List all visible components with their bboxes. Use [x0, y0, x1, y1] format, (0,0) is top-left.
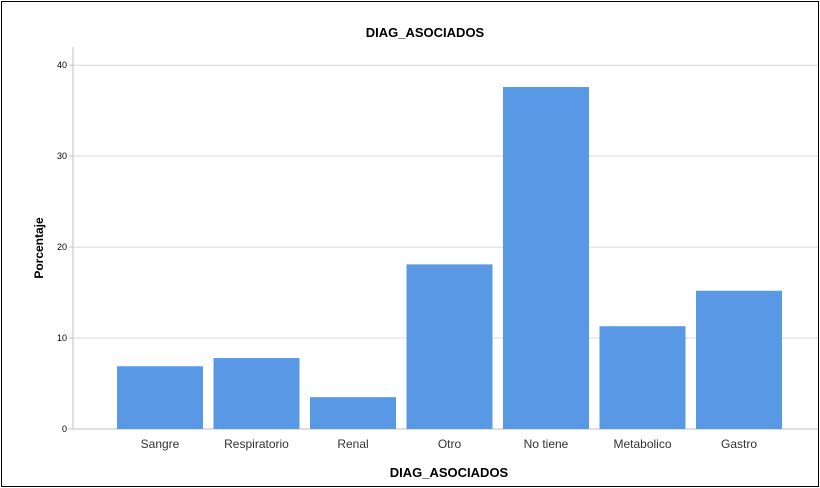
bar	[503, 87, 589, 430]
bar	[117, 366, 203, 429]
bars-layer	[117, 87, 782, 430]
y-tick-label: 20	[57, 242, 67, 252]
chart-title: DIAG_ASOCIADOS	[366, 25, 485, 40]
x-tick-label: Metabolico	[613, 437, 671, 451]
y-tick-label: 0	[62, 424, 67, 434]
bar	[696, 290, 782, 429]
bar	[213, 358, 300, 429]
bar	[310, 397, 396, 429]
x-tick-label: Renal	[337, 437, 368, 451]
x-axis-label: DIAG_ASOCIADOS	[390, 465, 509, 480]
ticks-layer: 0 10 20 30 40	[57, 60, 73, 434]
y-tick-label: 30	[57, 151, 67, 161]
y-tick-label: 40	[57, 60, 67, 70]
bar	[406, 264, 493, 429]
y-axis-label: Porcentaje	[32, 217, 46, 279]
y-tick-label: 10	[57, 333, 67, 343]
category-labels: Sangre Respiratorio Renal Otro No tiene Metab…	[141, 437, 758, 451]
x-tick-label: No tiene	[524, 437, 569, 451]
x-tick-label: Otro	[438, 437, 462, 451]
bar	[599, 326, 686, 429]
x-tick-label: Gastro	[721, 437, 757, 451]
x-tick-label: Sangre	[141, 437, 180, 451]
x-tick-label: Respiratorio	[224, 437, 289, 451]
